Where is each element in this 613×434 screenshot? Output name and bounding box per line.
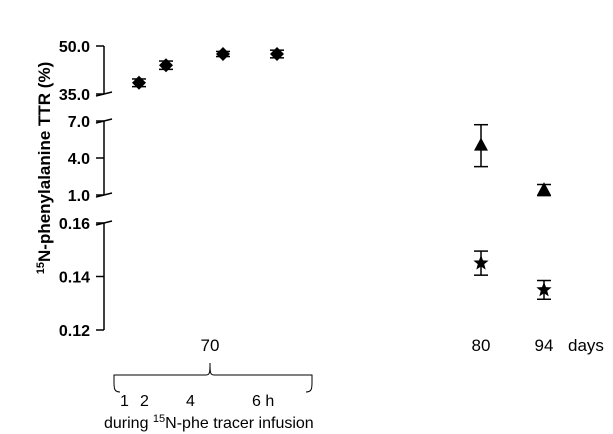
triangle-marker <box>537 182 551 196</box>
data-points <box>132 47 552 300</box>
y-tick-label: 0.12 <box>59 323 90 340</box>
diamond-marker <box>159 58 173 73</box>
y-tick-label: 0.14 <box>59 270 90 287</box>
diamond-marker <box>216 47 230 61</box>
y-axis-label-text: N-phenylalanine TTR (%) <box>35 62 54 262</box>
y-axis-label-superscript: 15 <box>35 262 47 274</box>
y-tick-label: 1.0 <box>68 188 90 205</box>
infusion-caption-post: N-phe tracer infusion <box>165 415 314 432</box>
x-unit-label: days <box>568 336 604 355</box>
diamond-marker <box>132 75 146 90</box>
hour-tick-label: 2 <box>140 393 149 410</box>
axis-break-mark <box>95 118 113 124</box>
triangle-marker <box>474 137 488 151</box>
y-tick-label: 0.16 <box>59 216 90 233</box>
axis-break-mark <box>95 220 113 226</box>
diamond-marker <box>270 47 284 61</box>
infusion-brace <box>113 362 313 393</box>
star-marker <box>536 281 552 297</box>
star-marker <box>473 255 489 270</box>
y-tick-label: 35.0 <box>59 87 90 104</box>
x-tick-label: 80 <box>472 336 491 355</box>
x-tick-label: 94 <box>535 336 554 355</box>
axis-break-mark <box>95 192 113 198</box>
x-tick-label: 70 <box>201 336 220 355</box>
y-tick-label: 7.0 <box>68 114 90 131</box>
y-tick-label: 4.0 <box>68 151 90 168</box>
y-tick-label: 50.0 <box>59 39 90 56</box>
hour-tick-label: 4 <box>186 393 195 410</box>
y-axis-label: 15N-phenylalanine TTR (%) <box>35 62 54 274</box>
infusion-caption-superscript: 15 <box>153 413 165 425</box>
hour-tick-label: 6 h <box>252 393 274 410</box>
hour-tick-label: 1 <box>120 393 129 410</box>
infusion-caption: during 15N-phe tracer infusion <box>104 413 314 432</box>
x-axis: 70 80 94 days <box>201 336 604 355</box>
axis-break-mark <box>95 91 113 97</box>
infusion-caption-pre: during <box>104 415 153 432</box>
y-tick-labels: 50.0 35.0 7.0 4.0 1.0 0.16 0.14 0.12 <box>59 39 90 340</box>
y-axis <box>95 45 113 331</box>
